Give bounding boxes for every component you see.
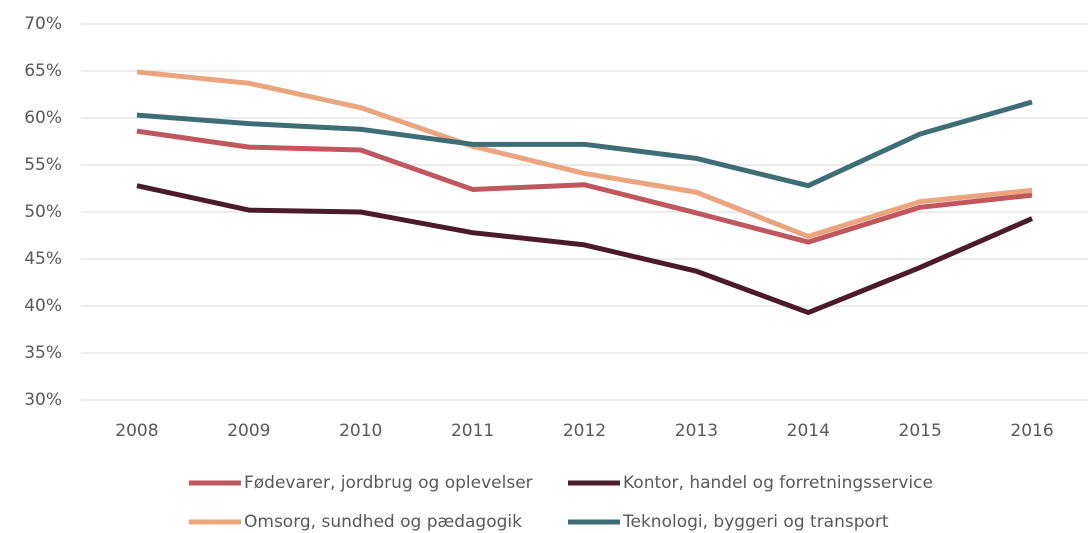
x-tick-label: 2014 (787, 421, 830, 441)
legend-label: Teknologi, byggeri og transport (622, 512, 889, 532)
y-tick-label: 50% (24, 202, 62, 222)
y-tick-label: 55% (24, 155, 62, 175)
y-tick-label: 35% (24, 343, 62, 363)
series-line (136, 183, 1034, 316)
x-tick-label: 2009 (227, 421, 270, 441)
x-tick-label: 2011 (451, 421, 494, 441)
series-line (136, 99, 1033, 189)
x-tick-label: 2010 (339, 421, 382, 441)
x-tick-label: 2016 (1010, 421, 1053, 441)
series-line (136, 69, 1033, 239)
y-tick-label: 30% (24, 390, 62, 410)
series-line (136, 128, 1033, 245)
legend-label: Kontor, handel og forretningsservice (623, 473, 933, 493)
x-tick-label: 2013 (675, 421, 718, 441)
y-tick-label: 65% (24, 61, 62, 81)
legend-label: Omsorg, sundhed og pædagogik (244, 512, 522, 532)
x-tick-label: 2012 (563, 421, 606, 441)
y-tick-label: 45% (24, 249, 62, 269)
y-tick-label: 70% (24, 14, 62, 34)
x-tick-label: 2008 (115, 421, 158, 441)
x-tick-label: 2015 (899, 421, 942, 441)
legend-label: Fødevarer, jordbrug og oplevelser (244, 473, 533, 493)
y-tick-label: 60% (24, 108, 62, 128)
y-tick-label: 40% (24, 296, 62, 316)
